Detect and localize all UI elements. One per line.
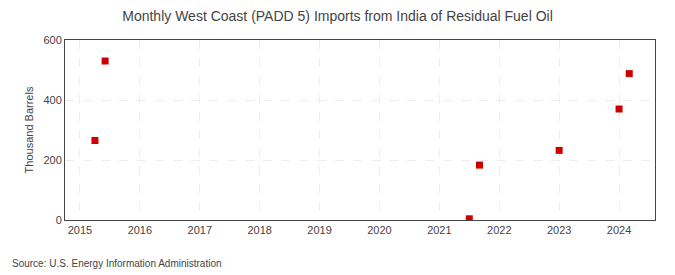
- svg-text:Thousand Barrels: Thousand Barrels: [23, 86, 35, 173]
- svg-text:2016: 2016: [128, 224, 152, 236]
- svg-text:Source: U.S. Energy Informatio: Source: U.S. Energy Information Administ…: [12, 258, 222, 269]
- svg-text:0: 0: [56, 214, 62, 226]
- svg-text:600: 600: [43, 34, 61, 46]
- svg-text:400: 400: [43, 94, 61, 106]
- svg-text:2021: 2021: [427, 224, 451, 236]
- svg-text:2019: 2019: [307, 224, 331, 236]
- svg-text:2022: 2022: [487, 224, 511, 236]
- svg-text:2017: 2017: [188, 224, 212, 236]
- svg-text:2015: 2015: [68, 224, 92, 236]
- svg-text:2018: 2018: [247, 224, 271, 236]
- svg-text:2020: 2020: [367, 224, 391, 236]
- svg-text:2024: 2024: [607, 224, 631, 236]
- svg-text:2023: 2023: [547, 224, 571, 236]
- svg-text:200: 200: [43, 154, 61, 166]
- svg-text:Monthly West Coast (PADD 5) Im: Monthly West Coast (PADD 5) Imports from…: [122, 8, 553, 24]
